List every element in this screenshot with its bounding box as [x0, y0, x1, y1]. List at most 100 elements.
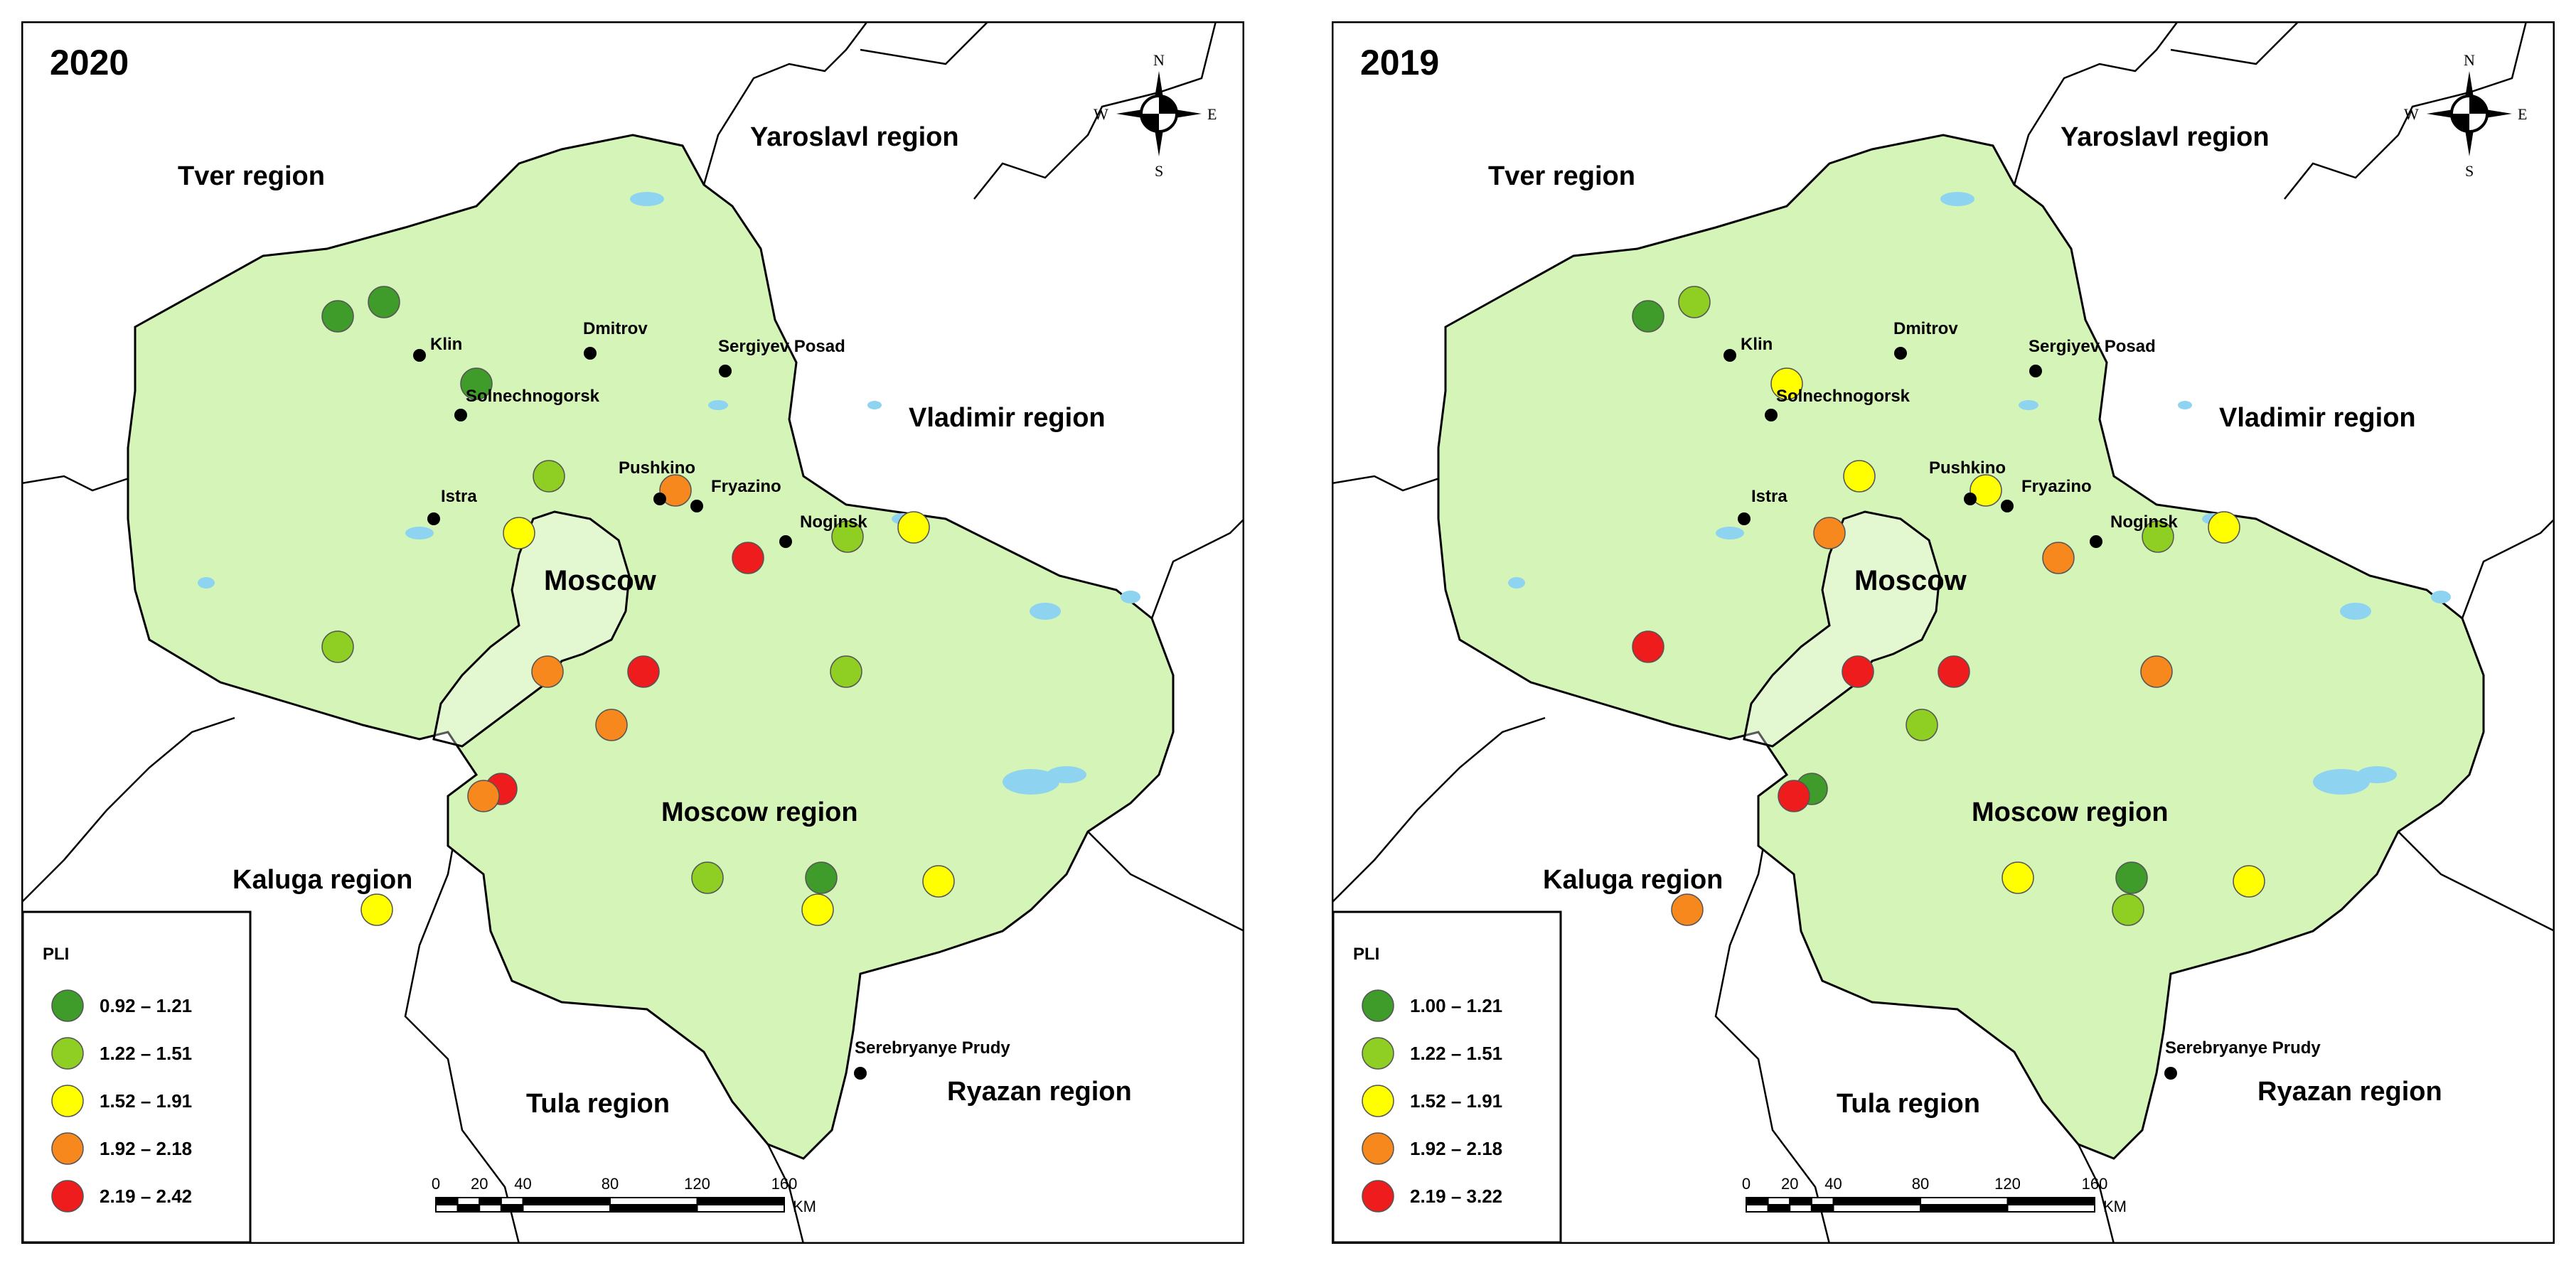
- region-boundary: [2284, 21, 2528, 200]
- legend-label: 0.92 – 1.21: [100, 995, 192, 1016]
- compass-s-label: S: [2465, 162, 2474, 180]
- sampling-site-marker: [467, 780, 500, 812]
- compass-w-label: W: [1094, 105, 1108, 123]
- scale-segment: [1746, 1197, 1769, 1205]
- scale-segment: [1789, 1204, 1812, 1213]
- sampling-site-marker: [1938, 655, 1970, 688]
- legend-swatch: [51, 1180, 84, 1213]
- city-dot: [1738, 512, 1751, 525]
- scale-segment: [1810, 1204, 1834, 1213]
- city-dot: [854, 1067, 867, 1080]
- sampling-site-marker: [897, 511, 930, 544]
- region-boundary: [973, 21, 1217, 200]
- map-panel-2019: Klin Dmitrov Sergiyev Posad Solnechnogorsk I…: [1332, 21, 2555, 1244]
- city-label: Pushkino: [619, 458, 695, 478]
- legend-swatch: [1362, 1180, 1394, 1213]
- scale-segment: [435, 1197, 459, 1205]
- scale-segment: [435, 1204, 459, 1213]
- lake: [1940, 192, 1974, 206]
- legend-label: 1.52 – 1.91: [1410, 1090, 1502, 1112]
- scale-segment: [1920, 1204, 2009, 1213]
- city-label: Solnechnogorsk: [1776, 387, 1910, 406]
- sampling-site-marker: [2140, 655, 2173, 688]
- city-label: Klin: [1741, 335, 1773, 354]
- scale-segment: [1789, 1197, 1812, 1205]
- scale-tick-label: 40: [514, 1175, 531, 1193]
- north-arrow-compass: N S E W: [2404, 51, 2527, 180]
- city-label: Sergiyev Posad: [718, 337, 845, 356]
- sampling-site-marker: [2112, 893, 2144, 926]
- compass-w-label: W: [2404, 105, 2419, 123]
- scale-tick-label: 80: [1912, 1175, 1929, 1193]
- sampling-site-marker: [1770, 367, 1803, 400]
- sampling-site-marker: [2042, 542, 2075, 574]
- scale-segment: [522, 1204, 611, 1213]
- city-dot: [719, 365, 732, 377]
- compass-quadrant: [2452, 114, 2469, 131]
- lake: [2019, 400, 2038, 410]
- city-label: Klin: [430, 335, 462, 354]
- region-boundary: [860, 21, 989, 65]
- sampling-site-marker: [2142, 520, 2174, 553]
- lake: [2431, 591, 2451, 603]
- scale-segment: [609, 1197, 698, 1205]
- city-dot: [690, 500, 703, 512]
- sampling-site-marker: [1632, 300, 1664, 333]
- scale-segment: [479, 1204, 502, 1213]
- map-panel-2020: Klin Dmitrov Sergiyev Posad Solnechnogorsk I…: [21, 21, 1244, 1244]
- scale-unit-label: KM: [793, 1198, 816, 1215]
- sampling-site-marker: [1671, 893, 1704, 926]
- city-dot: [1765, 409, 1778, 421]
- city-label: Serebryanye Prudy: [2165, 1038, 2321, 1058]
- region-label: Moscow region: [1972, 797, 2169, 827]
- sampling-site-marker: [659, 474, 692, 507]
- region-label: Kaluga region: [233, 865, 412, 895]
- city-label: Dmitrov: [583, 319, 648, 338]
- sampling-site-marker: [1842, 655, 1874, 688]
- scale-tick-label: 120: [684, 1175, 710, 1193]
- region-boundary: [1087, 831, 1244, 933]
- legend-label: 1.22 – 1.51: [1410, 1043, 1502, 1064]
- legend-swatch: [51, 1037, 84, 1070]
- moscow-oblast-area: [1437, 134, 2485, 1160]
- scale-tick-label: 80: [602, 1175, 619, 1193]
- scale-segment: [1810, 1197, 1834, 1205]
- legend-swatch: [51, 989, 84, 1022]
- map-2019: Klin Dmitrov Sergiyev Posad Solnechnogorsk I…: [1332, 21, 2555, 1244]
- sampling-site-marker: [2115, 861, 2148, 894]
- legend-label: 2.19 – 2.42: [100, 1186, 192, 1207]
- legend-swatch: [51, 1132, 84, 1165]
- sampling-site-marker: [922, 865, 955, 898]
- sampling-site-marker: [801, 893, 834, 926]
- lake: [1121, 591, 1140, 603]
- scale-segment: [522, 1197, 611, 1205]
- legend-swatch: [1362, 1132, 1394, 1165]
- lake: [1508, 577, 1525, 588]
- sampling-site-marker: [691, 861, 724, 894]
- region-label: Yaroslavl region: [750, 122, 959, 152]
- scale-segment: [1920, 1197, 2009, 1205]
- city-dot: [2090, 535, 2102, 548]
- sampling-site-marker: [1906, 709, 1938, 741]
- sampling-site-marker: [1813, 517, 1846, 549]
- scale-segment: [696, 1197, 785, 1205]
- legend-swatch: [1362, 1037, 1394, 1070]
- sampling-site-marker: [321, 300, 354, 333]
- region-label: Tver region: [178, 161, 325, 191]
- legend-label: 1.92 – 2.18: [1410, 1138, 1502, 1159]
- city-dot: [427, 512, 440, 525]
- city-dot: [1723, 349, 1736, 362]
- compass-n-label: N: [2464, 51, 2475, 69]
- scale-segment: [2006, 1197, 2095, 1205]
- legend-swatch: [1362, 989, 1394, 1022]
- sampling-site-marker: [503, 517, 535, 549]
- region-label: Ryazan region: [947, 1077, 1132, 1107]
- sampling-site-marker: [1678, 286, 1711, 318]
- city-label: Istra: [441, 487, 477, 506]
- sampling-site-marker: [627, 655, 660, 688]
- scale-segment: [1767, 1197, 1791, 1205]
- region-boundary: [1150, 518, 1244, 619]
- scale-segment: [1832, 1204, 1921, 1213]
- year-title: 2020: [50, 43, 129, 82]
- lake: [1716, 527, 1744, 539]
